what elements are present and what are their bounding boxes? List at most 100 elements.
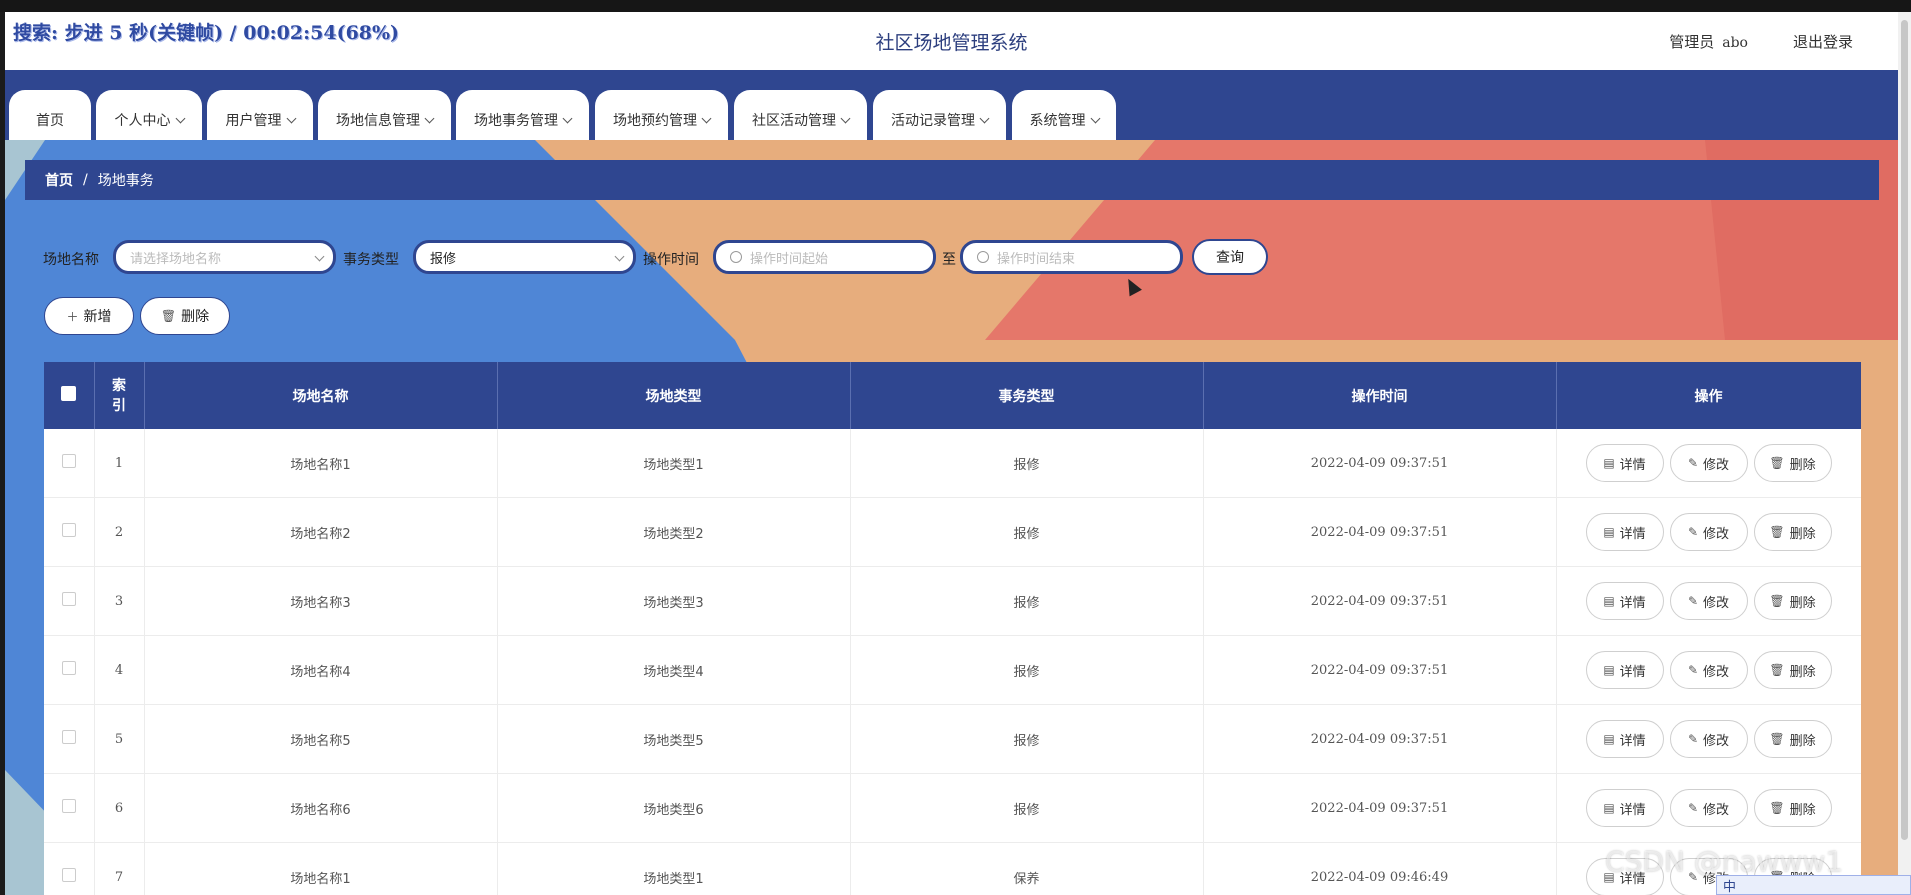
- edit-label: 修改: [1703, 457, 1730, 473]
- nav-tab-venue-info[interactable]: 场地信息管理: [318, 90, 451, 140]
- detail-button[interactable]: ▤ 详情: [1585, 513, 1664, 551]
- user-info: 管理员 abo: [1669, 31, 1748, 52]
- row-checkbox[interactable]: [61, 592, 76, 606]
- table-row: 6 场地名称6 场地类型6 报修 2022-04-09 09:37:51 ▤ 详情 ✎ 修改 🗑 删…: [44, 773, 1861, 843]
- delete-label: 删除: [1789, 595, 1816, 611]
- trash-icon: 🗑: [1769, 801, 1785, 815]
- nav-tab-user-management[interactable]: 用户管理: [207, 90, 313, 140]
- venue-name-select[interactable]: 请选择场地名称: [113, 240, 336, 274]
- detail-button[interactable]: ▤ 详情: [1585, 789, 1664, 827]
- venue-name-placeholder: 请选择场地名称: [130, 251, 222, 267]
- nav-tab-activity-records[interactable]: 活动记录管理: [873, 90, 1006, 140]
- nav-tab-personal-center[interactable]: 个人中心: [96, 90, 202, 140]
- delete-button[interactable]: 🗑 删除: [1753, 582, 1832, 620]
- detail-button[interactable]: ▤ 详情: [1585, 858, 1664, 895]
- edit-label: 修改: [1703, 733, 1730, 749]
- breadcrumb-current: 场地事务: [97, 173, 154, 189]
- edit-button[interactable]: ✎ 修改: [1669, 444, 1748, 482]
- pencil-icon: ✎: [1687, 594, 1699, 608]
- edit-label: 修改: [1703, 802, 1730, 818]
- add-button[interactable]: ＋ 新增: [44, 297, 134, 335]
- batch-delete-button[interactable]: 🗑 删除: [140, 297, 230, 335]
- delete-button[interactable]: 🗑 删除: [1753, 720, 1832, 758]
- document-icon: ▤: [1603, 801, 1615, 815]
- plus-icon: ＋: [66, 309, 79, 324]
- delete-button[interactable]: 🗑 删除: [1753, 513, 1832, 551]
- row-checkbox[interactable]: [61, 730, 76, 744]
- content-area: 首页 / 场地事务 场地名称 请选择场地名称 事务类型 报修 操作时间 操作时间…: [5, 140, 1898, 895]
- nav-tab-venue-affairs[interactable]: 场地事务管理: [456, 90, 589, 140]
- row-index: 7: [94, 842, 145, 895]
- add-label: 新增: [83, 309, 112, 325]
- page-scrollbar[interactable]: [1898, 12, 1911, 895]
- affair-type-select[interactable]: 报修: [413, 240, 636, 274]
- logout-link[interactable]: 退出登录: [1792, 33, 1853, 51]
- row-checkbox[interactable]: [61, 454, 76, 468]
- affair-type-value: 报修: [430, 251, 457, 267]
- pencil-icon: ✎: [1687, 732, 1699, 746]
- detail-button[interactable]: ▤ 详情: [1585, 582, 1664, 620]
- document-icon: ▤: [1603, 663, 1615, 677]
- query-button[interactable]: 查询: [1192, 239, 1268, 275]
- clock-icon: [730, 251, 742, 263]
- time-end-placeholder: 操作时间结束: [997, 251, 1076, 267]
- pencil-icon: ✎: [1687, 456, 1699, 470]
- trash-icon: 🗑: [1769, 663, 1785, 677]
- time-start-input[interactable]: 操作时间起始: [713, 240, 936, 274]
- row-index: 1: [94, 429, 145, 498]
- row-index: 2: [94, 497, 145, 567]
- nav-tab-home[interactable]: 首页: [9, 90, 91, 140]
- row-operations: ▤ 详情 ✎ 修改 🗑 删除: [1556, 566, 1861, 636]
- breadcrumb-home[interactable]: 首页: [45, 173, 73, 189]
- edit-button[interactable]: ✎ 修改: [1669, 582, 1748, 620]
- delete-button[interactable]: 🗑 删除: [1753, 651, 1832, 689]
- delete-button[interactable]: 🗑 删除: [1753, 789, 1832, 827]
- watermark: CSDN @nawww1: [1605, 845, 1844, 878]
- header-affair-type: 事务类型: [850, 362, 1204, 429]
- row-venue-name: 场地名称3: [144, 566, 498, 636]
- nav-tab-system-management[interactable]: 系统管理: [1012, 90, 1116, 140]
- delete-label: 删除: [1789, 733, 1816, 749]
- time-end-input[interactable]: 操作时间结束: [960, 240, 1183, 274]
- row-checkbox[interactable]: [61, 799, 76, 813]
- nav-tab-label: 首页: [36, 113, 64, 129]
- row-operations: ▤ 详情 ✎ 修改 🗑 删除: [1556, 635, 1861, 705]
- row-venue-type: 场地类型3: [497, 566, 851, 636]
- delete-label: 删除: [1789, 664, 1816, 680]
- delete-button[interactable]: 🗑 删除: [1753, 444, 1832, 482]
- trash-icon: 🗑: [1769, 594, 1785, 608]
- edit-button[interactable]: ✎ 修改: [1669, 513, 1748, 551]
- row-operation-time: 2022-04-09 09:46:49: [1203, 842, 1557, 895]
- table-header-row: 索引 场地名称 场地类型 事务类型 操作时间 操作: [44, 362, 1861, 429]
- edit-button[interactable]: ✎ 修改: [1669, 720, 1748, 758]
- edit-label: 修改: [1703, 664, 1730, 680]
- select-all-checkbox[interactable]: [61, 386, 77, 401]
- row-affair-type: 报修: [850, 429, 1204, 498]
- row-checkbox[interactable]: [61, 661, 76, 675]
- detail-button[interactable]: ▤ 详情: [1585, 651, 1664, 689]
- edit-button[interactable]: ✎ 修改: [1669, 651, 1748, 689]
- nav-tab-community-activity[interactable]: 社区活动管理: [734, 90, 867, 140]
- chevron-down-icon: [840, 113, 851, 123]
- detail-button[interactable]: ▤ 详情: [1585, 720, 1664, 758]
- chevron-down-icon: [286, 113, 296, 123]
- nav-tab-label: 场地事务管理: [474, 113, 558, 129]
- row-select-cell: [44, 704, 95, 774]
- app-window: 搜索: 步进 5 秒(关键帧) / 00:02:54(68%) 社区场地管理系统…: [5, 12, 1898, 895]
- operation-time-label: 操作时间: [643, 252, 699, 268]
- row-checkbox[interactable]: [61, 523, 76, 537]
- header-operations: 操作: [1556, 362, 1861, 429]
- edit-button[interactable]: ✎ 修改: [1669, 789, 1748, 827]
- detail-label: 详情: [1619, 871, 1646, 887]
- row-checkbox[interactable]: [61, 868, 76, 882]
- ime-toolbar[interactable]: 中: [1716, 875, 1911, 895]
- detail-label: 详情: [1619, 457, 1646, 473]
- scrollbar-thumb[interactable]: [1901, 20, 1908, 840]
- trash-icon: 🗑: [1769, 456, 1785, 470]
- nav-tab-label: 用户管理: [225, 113, 282, 129]
- nav-tab-venue-booking[interactable]: 场地预约管理: [595, 90, 728, 140]
- row-select-cell: [44, 635, 95, 705]
- row-operation-time: 2022-04-09 09:37:51: [1203, 635, 1557, 705]
- header-index: 索引: [94, 362, 145, 429]
- detail-button[interactable]: ▤ 详情: [1585, 444, 1664, 482]
